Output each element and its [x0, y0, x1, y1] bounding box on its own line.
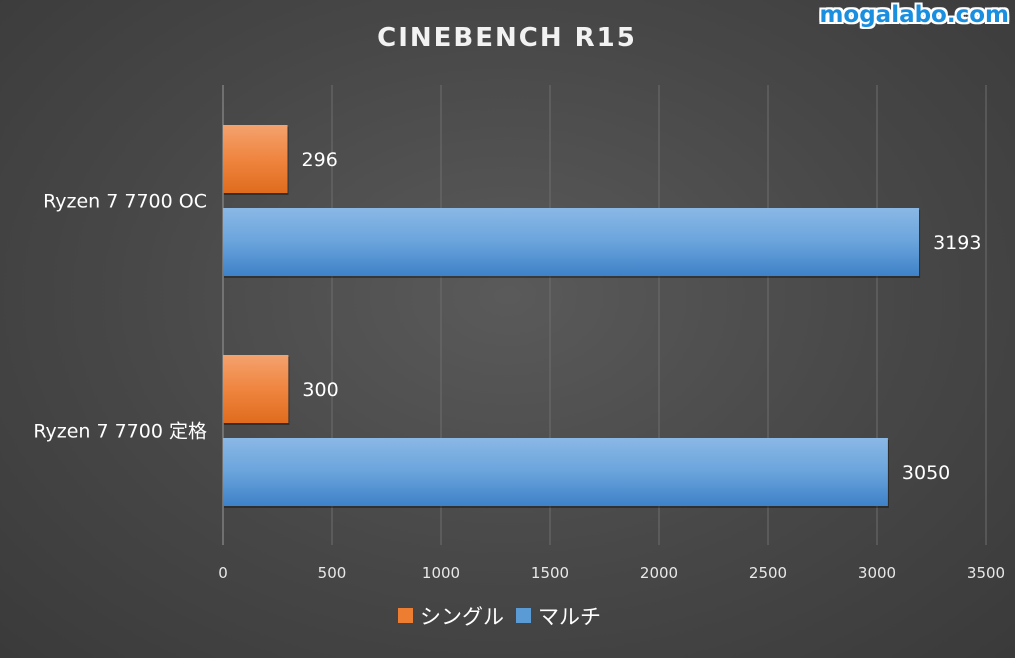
x-tick-label: 3000: [858, 564, 896, 582]
data-label: 3193: [933, 232, 981, 254]
watermark: mogalabo.com: [819, 2, 1009, 28]
bars: 296 3193 300 3050: [223, 125, 981, 508]
bar-single: [223, 355, 289, 423]
data-label: 296: [302, 149, 338, 171]
x-tick-label: 0: [218, 564, 228, 582]
x-tick-label: 3500: [967, 564, 1005, 582]
data-label: 3050: [902, 462, 950, 484]
legend-label: マルチ: [538, 605, 601, 629]
x-tick-label: 2500: [749, 564, 787, 582]
category-label: Ryzen 7 7700 OC: [43, 191, 207, 213]
y-axis-categories: Ryzen 7 7700 OC Ryzen 7 7700 定格: [33, 191, 207, 443]
bar-single: [223, 125, 288, 193]
legend-swatch: [398, 608, 413, 623]
category-label: Ryzen 7 7700 定格: [33, 421, 207, 443]
bar-multi: [223, 438, 888, 506]
x-tick-label: 1000: [422, 564, 460, 582]
bar-multi: [223, 208, 920, 276]
legend-swatch: [516, 608, 531, 623]
legend-label: シングル: [420, 605, 504, 629]
gridlines: [222, 85, 987, 545]
x-tick-label: 500: [318, 564, 347, 582]
x-tick-label: 1500: [531, 564, 569, 582]
legend: シングル マルチ: [398, 605, 601, 629]
data-label: 300: [302, 379, 338, 401]
x-axis-ticks: 0 500 1000 1500 2000 2500 3000 3500: [218, 564, 1005, 582]
chart-title: CINEBENCH R15: [377, 23, 637, 53]
x-tick-label: 2000: [640, 564, 678, 582]
